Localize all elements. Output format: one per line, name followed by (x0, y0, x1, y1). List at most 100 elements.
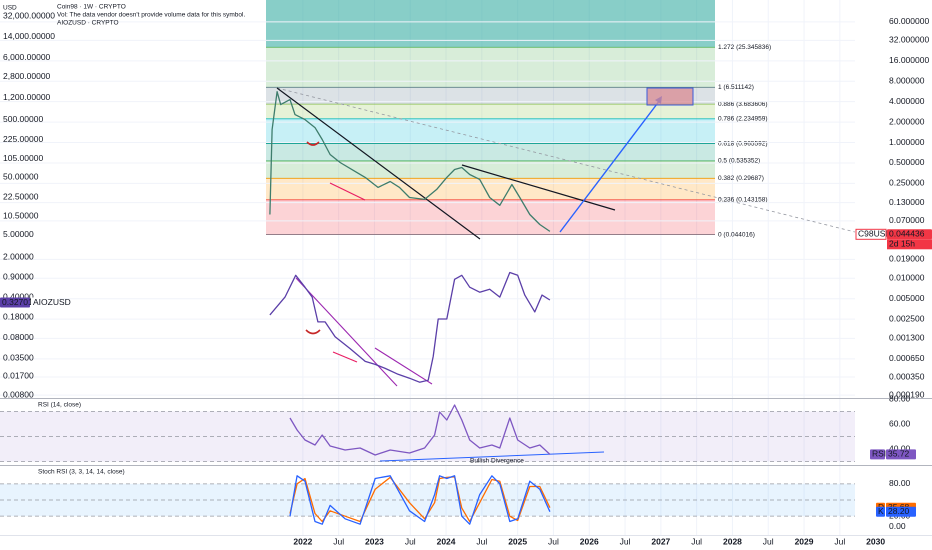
y-tick-label: 0.010000 (889, 273, 925, 283)
last-value-tag-bg (887, 229, 932, 240)
y-tick-label: 0.000650 (889, 353, 925, 363)
series-name-border (855, 228, 887, 240)
x-tick-label: 2030 (866, 536, 885, 546)
last-value-tag-bg (886, 449, 916, 460)
y2-tick-label: 105.00000 (3, 153, 43, 163)
y-tick-label: 0.130000 (889, 197, 925, 207)
y2-tick-label: 0.40000 (3, 292, 34, 302)
y-tick-label: 0.000350 (889, 371, 925, 381)
target-box (646, 87, 694, 106)
y2-tick-label: 500.00000 (3, 114, 43, 124)
symbol-title: Coin98 · 1W · CRYPTO (57, 4, 126, 11)
fib-band (266, 199, 715, 235)
y2-tick-label: 0.00800 (3, 389, 34, 399)
fib-band (266, 143, 715, 161)
series-name-tag: K (878, 506, 884, 516)
red-mark (306, 141, 320, 146)
fib-label: 0.786 (2.234959) (718, 116, 768, 123)
last-value-tag: 0.32701 (2, 297, 33, 307)
y2-tick-label: 0.03500 (3, 352, 34, 362)
trendline (461, 164, 616, 211)
y-tick-label: 8.000000 (889, 75, 925, 85)
y2-tick-label: 22.50000 (3, 191, 39, 201)
series-line (269, 271, 551, 383)
x-tick-label: Jul (620, 536, 631, 546)
background-layer: 0 (0.044016) 0.236 (0.143158) 0.382 (0.296… (0, 0, 877, 535)
fib-label: 0.5 (0.535352) (718, 158, 760, 165)
axes: 2022 Jul 2023 Jul 2024 Jul 2025 Jul 2026 Jul 2027 J… (0, 10, 932, 546)
fib-label: 0.618 (0.965592) (718, 140, 768, 147)
countdown: 2d 15h (889, 239, 915, 249)
purple-trendline (295, 277, 398, 387)
y-tick-label: 60.000000 (889, 16, 929, 26)
y-tick-label: 0.00 (889, 521, 906, 531)
fib-label: 1.272 (25.345836) (718, 44, 771, 51)
series-name-tag-bg (856, 229, 886, 240)
y2-tick-label: 0.18000 (3, 312, 34, 322)
fib-band (266, 178, 715, 200)
last-value-tag: 28.20 (888, 506, 910, 516)
series-name-tag-bg (31, 297, 59, 308)
y-tick-label: 0.002500 (889, 313, 925, 323)
volume-note: Vol: The data vendor doesn't provide vol… (57, 12, 245, 19)
y-tick-label: 0.250000 (889, 178, 925, 188)
countdown-bg (887, 239, 932, 250)
trendline (276, 87, 481, 240)
y-tick-label: 0.005000 (889, 293, 925, 303)
y2-tick-label: 0.08000 (3, 332, 34, 342)
last-value-tag-bg (886, 506, 916, 517)
fib-band (266, 160, 715, 179)
fib-label: 0 (0.044016) (718, 231, 755, 238)
stoch-title: Stoch RSI (3, 3, 14, 14, close) (38, 469, 125, 476)
y-tick-label: 80.00 (889, 393, 911, 403)
y-tick-label: 60.00 (889, 418, 911, 428)
series-name-tag-bg (876, 506, 885, 517)
fib-top-band (266, 0, 715, 48)
fib-band (266, 47, 715, 88)
series-name-tag-bg (870, 449, 885, 460)
y-tick-label: 0.019000 (889, 254, 925, 264)
y-tick-label: 4.000000 (889, 96, 925, 106)
y-tick-label: 80.00 (889, 478, 911, 488)
y2-tick-label: 50.00000 (3, 171, 39, 181)
y2-tick-label: 2.00000 (3, 252, 34, 262)
y-tick-label: 16.000000 (889, 55, 929, 65)
fib-band (266, 104, 715, 119)
y-tick-label: 32.000000 (889, 35, 929, 45)
x-tick-label: 2024 (437, 536, 456, 546)
y2-tick-label: 14,000.00000 (3, 31, 55, 41)
fib-band (266, 118, 715, 144)
y2-tick-label: 2,800.00000 (3, 71, 51, 81)
purple-trendline (374, 347, 433, 385)
y2-tick-label: 225.00000 (3, 134, 43, 144)
last-value-tag: 35.72 (888, 449, 910, 459)
y2-tick-label: 32,000.00000 (3, 10, 55, 20)
x-tick-label: 2028 (723, 536, 742, 546)
y2-tick-label: 0.90000 (3, 272, 34, 282)
x-tick-label: Jul (548, 536, 559, 546)
x-tick-label: 2025 (508, 536, 527, 546)
red-mark (305, 329, 321, 335)
arrow-line (559, 99, 661, 233)
x-tick-label: 2027 (651, 536, 670, 546)
red-trendline (332, 351, 358, 363)
annotation: Bullish Divergence (470, 458, 524, 465)
last-value-tag: 0.044436 (889, 229, 925, 239)
series-name-tag: AIOZUSD (33, 297, 71, 307)
y2-tick-label: 1,200.00000 (3, 92, 51, 102)
series-name-tag: C98USD (858, 229, 892, 239)
fib-label: 1 (6.511142) (718, 84, 754, 91)
y-tick-label: 0.070000 (889, 215, 925, 225)
x-tick-label: Jul (333, 536, 344, 546)
series-line (289, 475, 551, 525)
x-tick-label: 2022 (293, 536, 312, 546)
price-scale (856, 0, 932, 536)
y-tick-label: 0.500000 (889, 157, 925, 167)
y2-tick-label: 6,000.00000 (3, 52, 51, 62)
y-tick-label: 1.000000 (889, 137, 925, 147)
fib-label: 0.382 (0.29687) (718, 175, 764, 182)
series-name-tag: RSI (872, 449, 886, 459)
x-tick-label: Jul (763, 536, 774, 546)
